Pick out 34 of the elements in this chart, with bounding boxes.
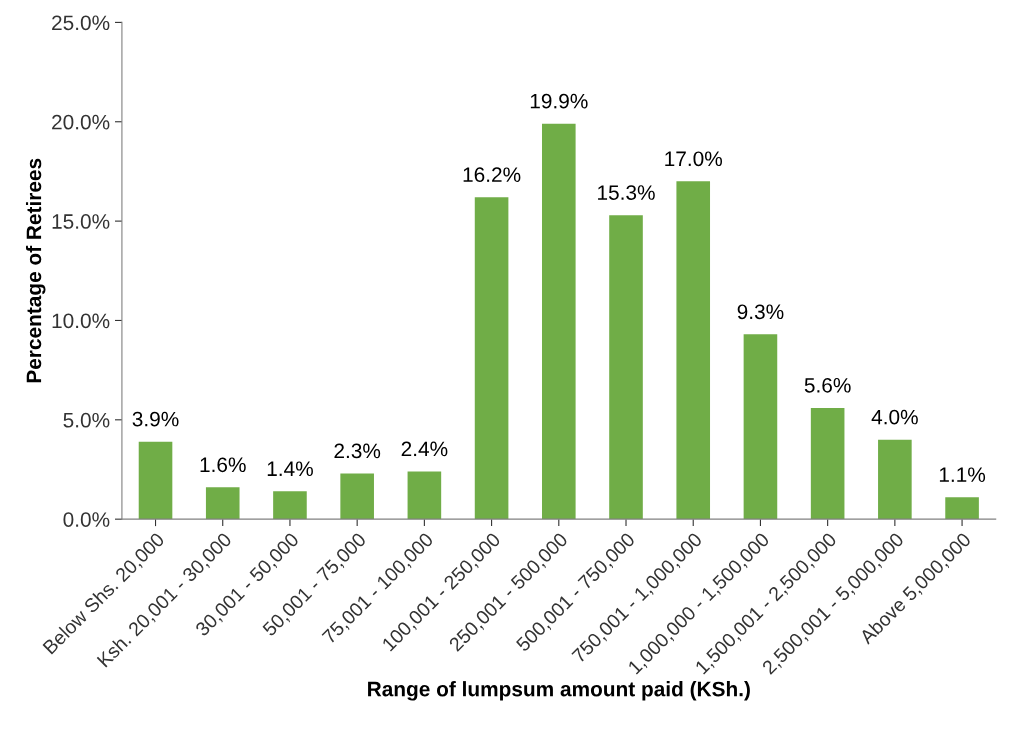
y-tick-label: 20.0% bbox=[52, 114, 110, 130]
data-label: 5.6% bbox=[804, 377, 851, 393]
y-tick-label: 10.0% bbox=[52, 313, 110, 329]
data-label: 19.9% bbox=[530, 93, 588, 109]
data-label: 4.0% bbox=[871, 409, 918, 425]
bar bbox=[878, 439, 912, 520]
data-label: 17.0% bbox=[665, 151, 723, 167]
data-label: 16.2% bbox=[463, 167, 521, 183]
bar bbox=[205, 487, 240, 520]
y-tick-label: 25.0% bbox=[52, 15, 110, 31]
bar bbox=[542, 123, 576, 520]
bar bbox=[138, 441, 173, 520]
y-tick-label: 5.0% bbox=[63, 412, 110, 428]
bar bbox=[273, 491, 307, 520]
bar bbox=[945, 497, 979, 520]
bar bbox=[810, 407, 845, 520]
bar bbox=[340, 473, 374, 520]
data-label: 1.6% bbox=[200, 457, 246, 473]
data-label: 3.9% bbox=[132, 411, 179, 427]
bar bbox=[743, 334, 778, 520]
data-label: 2.3% bbox=[334, 443, 381, 459]
bar bbox=[609, 215, 643, 520]
y-axis-title: Percentage of Retirees bbox=[25, 158, 46, 383]
bar bbox=[474, 197, 509, 520]
data-label: 2.4% bbox=[401, 441, 448, 457]
bar bbox=[676, 181, 711, 520]
y-tick-label: 15.0% bbox=[52, 214, 110, 229]
x-axis-title: Range of lumpsum amount paid (KSh.) bbox=[368, 681, 750, 701]
data-label: 15.3% bbox=[598, 185, 655, 200]
data-label: 9.3% bbox=[737, 304, 784, 320]
bar bbox=[407, 471, 442, 520]
data-label: 1.4% bbox=[267, 461, 313, 477]
y-tick-label: 0.0% bbox=[63, 512, 110, 527]
data-label: 1.1% bbox=[939, 467, 986, 482]
